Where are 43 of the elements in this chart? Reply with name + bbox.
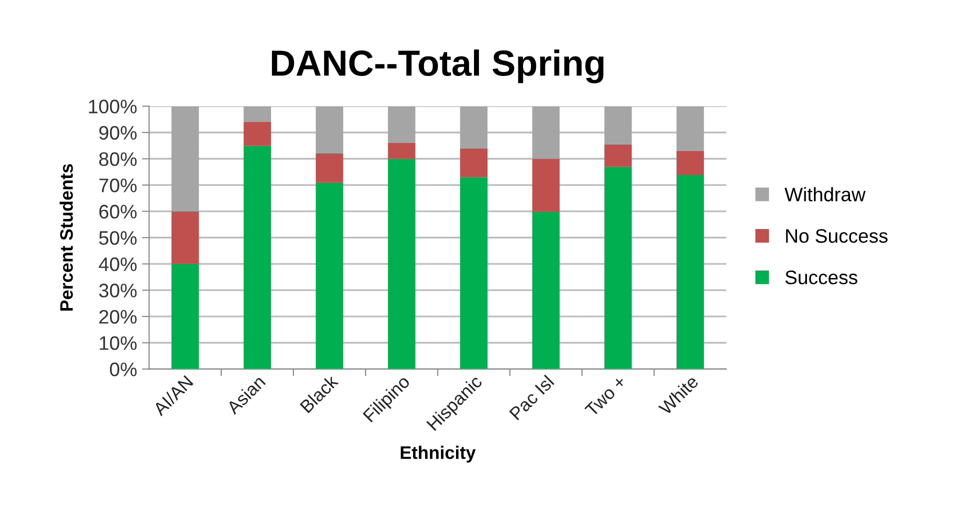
bar: [604, 106, 632, 144]
bar: [171, 106, 199, 212]
x-tick-label: Two +: [584, 374, 627, 418]
bar: [676, 106, 704, 151]
bar: [171, 211, 199, 264]
bar: [316, 182, 344, 370]
x-axis-title: Ethnicity: [400, 446, 476, 463]
bar: [316, 106, 344, 154]
bar: [604, 144, 632, 167]
bar: [388, 143, 416, 159]
x-tick-label: Pac Isl: [508, 374, 554, 420]
y-tick-label: 10%: [100, 336, 137, 350]
bar: [244, 122, 272, 146]
bar: [676, 150, 704, 175]
y-tick-label: 60%: [99, 204, 137, 219]
y-tick-label: 40%: [98, 257, 137, 272]
bar: [532, 106, 560, 159]
legend-label: Success: [785, 270, 858, 284]
y-tick-label: 90%: [99, 126, 137, 140]
bar: [604, 166, 632, 370]
bar: [460, 177, 488, 370]
bar: [388, 158, 416, 370]
y-axis-title: Percent Students: [60, 164, 73, 311]
bar: [676, 174, 704, 370]
bar: [244, 146, 272, 370]
bar: [316, 154, 344, 182]
y-tick-label: 0%: [110, 362, 137, 376]
chart-title: DANC--Total Spring: [272, 49, 604, 84]
y-tick-label: 50%: [99, 231, 137, 245]
bar: [532, 211, 560, 370]
y-tick-label: 30%: [99, 284, 137, 298]
bar: [460, 148, 488, 178]
bar: [388, 106, 416, 143]
bar: [460, 106, 488, 148]
legend-label: Withdraw: [784, 187, 866, 202]
bar: [171, 264, 199, 370]
y-tick-label: 100%: [89, 100, 137, 114]
y-tick-label: 70%: [99, 178, 137, 192]
bar: [532, 158, 560, 212]
bar: [244, 106, 272, 122]
legend-label: No Success: [786, 229, 888, 243]
y-tick-label: 20%: [99, 310, 137, 324]
y-tick-label: 80%: [99, 152, 137, 166]
